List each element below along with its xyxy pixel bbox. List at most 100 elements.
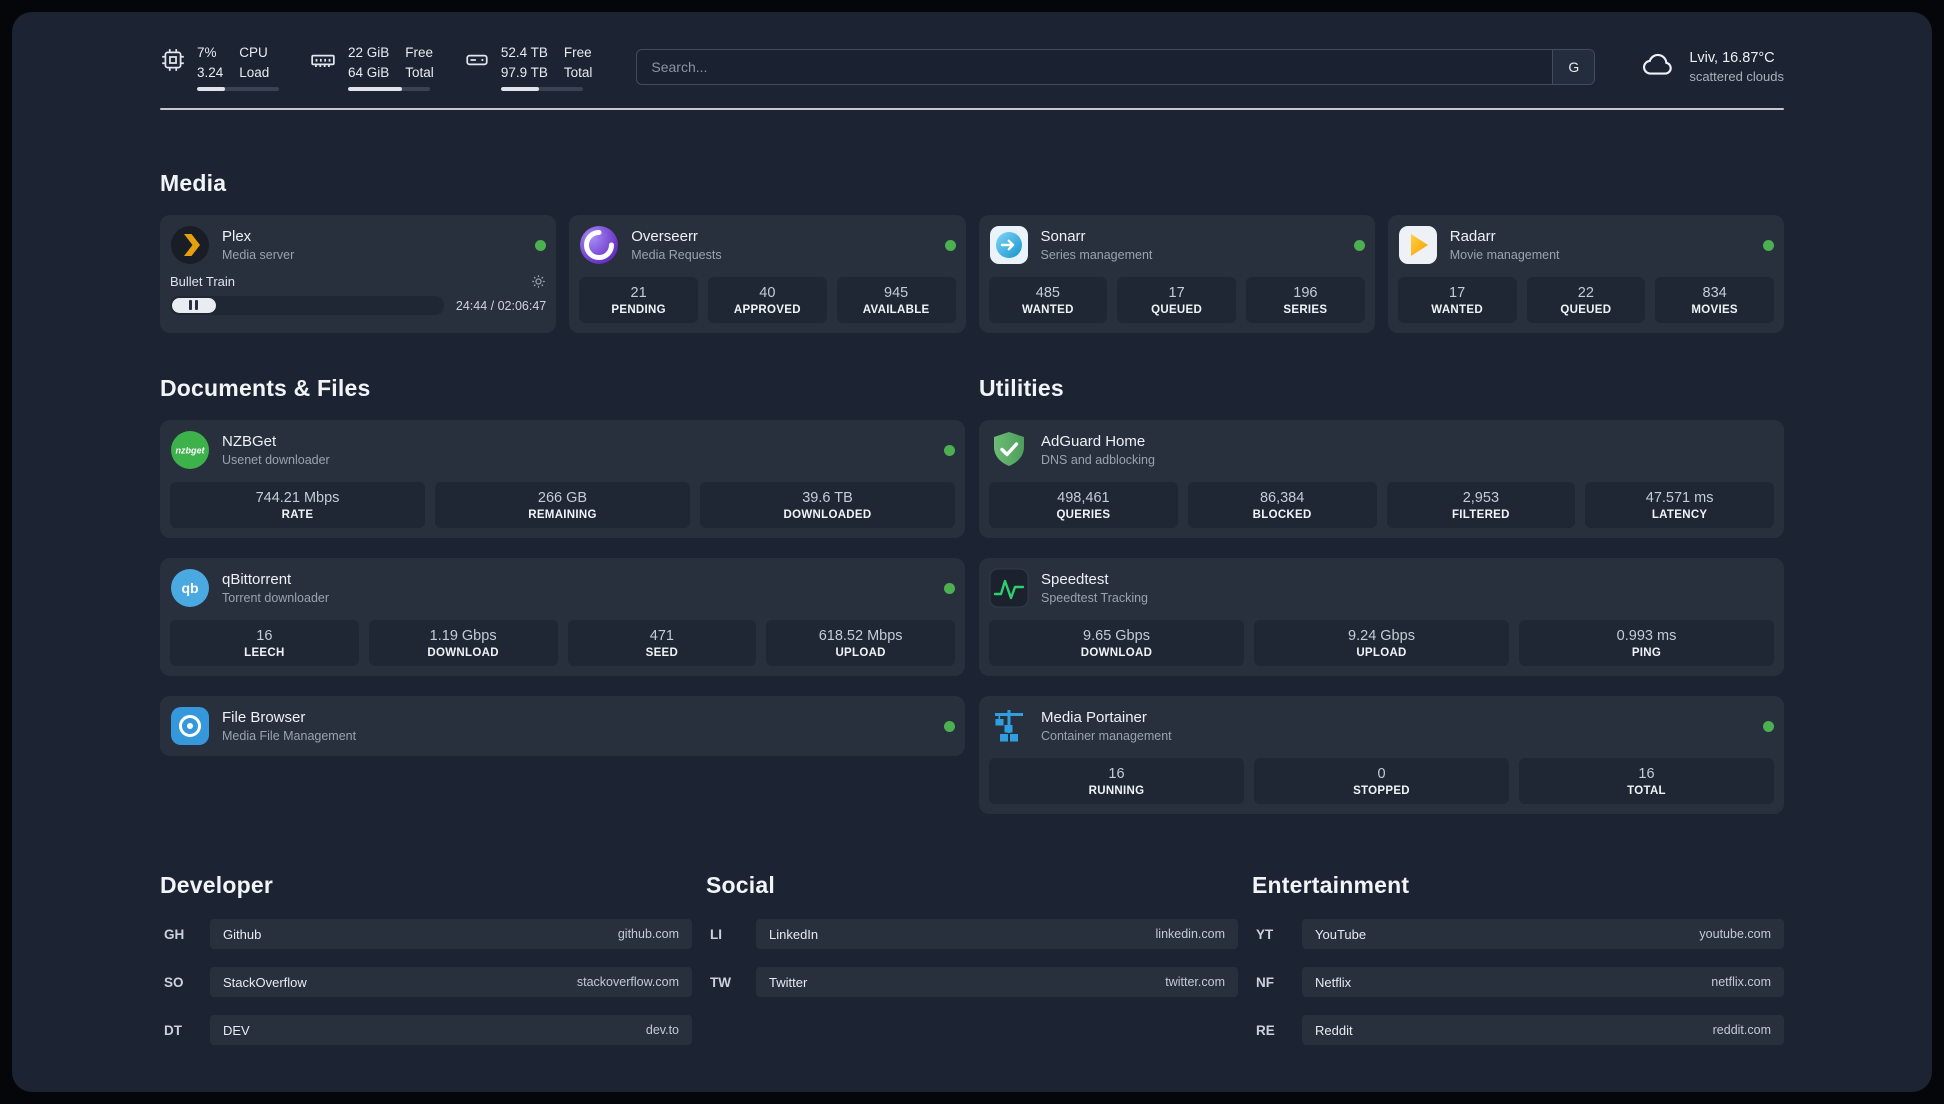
bookmark-abbr: DT: [164, 1022, 182, 1038]
stat-tile: 0.993 ms PING: [1519, 620, 1774, 666]
weather-widget: Lviv, 16.87°C scattered clouds: [1639, 48, 1784, 87]
search-engine-button[interactable]: G: [1552, 50, 1595, 84]
plex-icon: [170, 225, 210, 265]
stat-value: 485: [1035, 285, 1060, 301]
entertainment-section-title: Entertainment: [1252, 872, 1410, 898]
stat-value: 39.6 TB: [802, 490, 853, 506]
app-subtitle: Speedtest Tracking: [1041, 591, 1149, 605]
topbar-divider: [160, 108, 1784, 110]
sonarr-card[interactable]: Sonarr Series management 485 WANTED 17 Q…: [978, 215, 1375, 333]
status-dot: [944, 720, 955, 732]
bookmark-link-linkedin[interactable]: LinkedIn linkedin.com: [756, 919, 1238, 949]
stat-label: SEED: [645, 647, 679, 659]
nzbget-card[interactable]: nzbget NZBGet Usenet downloader 744.21 M…: [160, 420, 965, 538]
stat-label: DOWNLOAD: [1080, 647, 1153, 659]
bookmark-link-twitter[interactable]: Twitter twitter.com: [756, 967, 1238, 997]
stat-value: 0: [1377, 766, 1386, 782]
stat-value: 498,461: [1057, 490, 1110, 506]
qbittorrent-icon-text: qb: [181, 580, 198, 596]
bookmark-link-dev[interactable]: DEV dev.to: [210, 1015, 692, 1045]
stat-value: 9.24 Gbps: [1348, 628, 1415, 644]
stat-tile: 86,384 BLOCKED: [1187, 482, 1377, 528]
stat-tile: 16 TOTAL: [1519, 758, 1774, 804]
search-input[interactable]: [637, 50, 1553, 84]
plex-card[interactable]: Plex Media server Bullet Train: [160, 215, 557, 333]
speedtest-card[interactable]: Speedtest Speedtest Tracking 9.65 Gbps D…: [979, 558, 1784, 676]
media-section-title: Media: [160, 170, 227, 196]
app-subtitle: Media server: [222, 248, 295, 262]
cpu-usage-value: 7%: [197, 44, 217, 60]
memory-free-value: 22 GiB: [348, 44, 390, 60]
stat-value: 834: [1702, 285, 1727, 301]
bookmark-link-youtube[interactable]: YouTube youtube.com: [1302, 919, 1784, 949]
app-subtitle: Container management: [1041, 729, 1172, 743]
stat-value: 16: [1108, 766, 1125, 782]
adguard-icon: [989, 430, 1029, 470]
bookmark-name: Reddit: [1315, 1022, 1353, 1038]
storage-usage-bar-fill: [500, 87, 540, 92]
stat-label: AVAILABLE: [862, 304, 930, 316]
stat-label: WANTED: [1431, 304, 1483, 316]
bookmark-url: linkedin.com: [1155, 927, 1225, 941]
cpu-usage-bar-fill: [197, 87, 225, 92]
radarr-icon: [1398, 225, 1438, 265]
gear-icon[interactable]: [531, 274, 546, 289]
cpu-usage-bar: [197, 87, 279, 92]
stat-tile: 40 APPROVED: [708, 277, 827, 323]
system-widgets: 7% 3.24 CPU Load: [160, 43, 593, 92]
stat-label: DOWNLOAD: [427, 647, 499, 659]
topbar: 7% 3.24 CPU Load: [160, 38, 1784, 96]
storage-total-label: Total: [563, 64, 593, 80]
portainer-card[interactable]: Media Portainer Container management 16 …: [979, 696, 1784, 814]
bookmark-link-netflix[interactable]: Netflix netflix.com: [1302, 967, 1784, 997]
pause-icon[interactable]: [189, 297, 199, 315]
stat-value: 17: [1449, 285, 1466, 301]
radarr-card[interactable]: Radarr Movie management 17 WANTED 22 QUE…: [1387, 215, 1784, 333]
stat-tile: 16 RUNNING: [989, 758, 1244, 804]
stat-value: 945: [884, 285, 909, 301]
bookmark-link-reddit[interactable]: Reddit reddit.com: [1302, 1015, 1784, 1045]
stat-tile: 21 PENDING: [579, 277, 698, 323]
utilities-section: Utilities AdGuard Home DNS and adblockin…: [979, 375, 1784, 814]
stat-label: FILTERED: [1451, 509, 1510, 521]
nzbget-icon-text: nzbget: [176, 446, 206, 456]
overseerr-icon: [579, 225, 619, 265]
stat-tile: 0 STOPPED: [1254, 758, 1509, 804]
portainer-icon: [989, 706, 1029, 746]
stat-value: 86,384: [1259, 490, 1305, 506]
cpu-usage-label: CPU: [239, 44, 268, 60]
stat-label: TOTAL: [1627, 785, 1666, 797]
bookmark-name: Netflix: [1315, 974, 1352, 990]
bookmark-abbr: GH: [164, 926, 185, 942]
qbittorrent-card[interactable]: qb qBittorrent Torrent downloader 16 LEE…: [160, 558, 965, 676]
bookmark-row: DT DEV dev.to: [160, 1015, 692, 1045]
search-bar: G: [636, 49, 1596, 85]
speedtest-icon: [989, 568, 1029, 608]
app-name: Speedtest: [1041, 571, 1109, 588]
stat-label: PENDING: [611, 304, 666, 316]
bookmark-url: reddit.com: [1712, 1023, 1771, 1037]
bookmark-abbr: RE: [1256, 1022, 1275, 1038]
documents-section-title: Documents & Files: [160, 375, 371, 401]
storage-widget: 52.4 TB 97.9 TB Free Total: [464, 43, 593, 92]
adguard-card[interactable]: AdGuard Home DNS and adblocking 498,461 …: [979, 420, 1784, 538]
bookmark-abbr: LI: [710, 926, 722, 942]
app-subtitle: Usenet downloader: [222, 453, 330, 467]
weather-location: Lviv, 16.87°C: [1689, 50, 1775, 66]
bookmark-url: dev.to: [645, 1023, 679, 1037]
bookmark-link-github[interactable]: Github github.com: [210, 919, 692, 949]
stat-label: QUEUED: [1151, 304, 1203, 316]
memory-usage-bar: [348, 87, 430, 92]
status-dot: [535, 239, 547, 251]
social-section-title: Social: [706, 872, 775, 898]
overseerr-card[interactable]: Overseerr Media Requests 21 PENDING 40 A…: [569, 215, 966, 333]
weather-condition: scattered clouds: [1689, 69, 1784, 84]
stat-value: 17: [1168, 285, 1185, 301]
bookmark-link-stackoverflow[interactable]: StackOverflow stackoverflow.com: [210, 967, 692, 997]
filebrowser-card[interactable]: File Browser Media File Management: [160, 696, 965, 756]
stat-label: LATENCY: [1651, 509, 1708, 521]
status-dot: [1353, 239, 1365, 251]
status-dot: [1763, 239, 1774, 251]
playback-progress-bar[interactable]: [170, 296, 444, 315]
